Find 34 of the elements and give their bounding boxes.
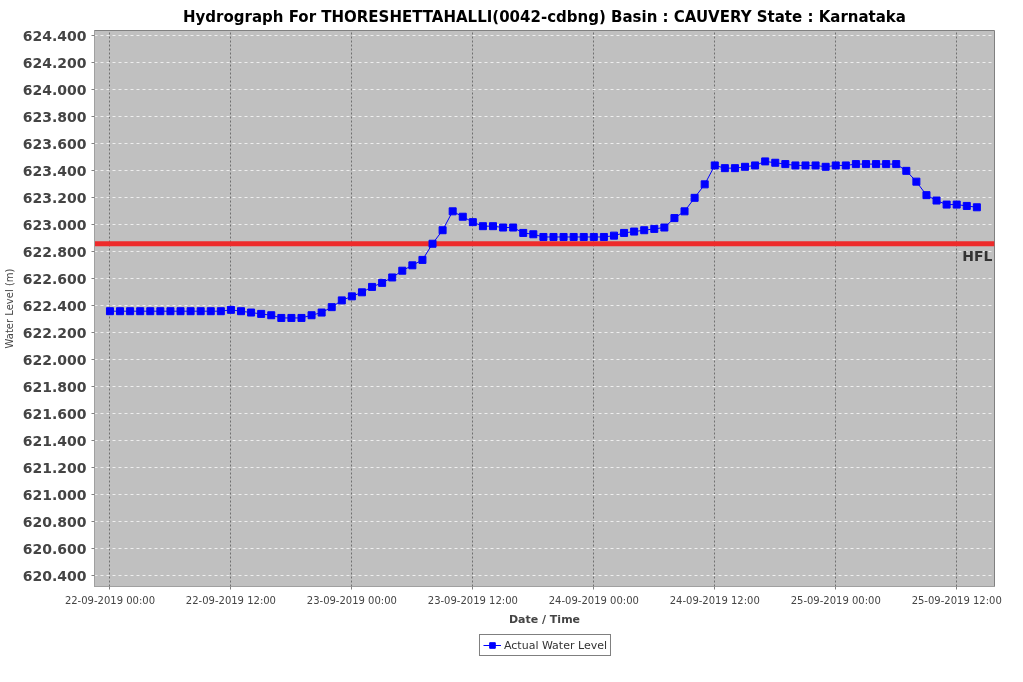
y-tick-label: 622.400	[22, 297, 87, 314]
y-axis-title: Water Level (m)	[3, 268, 15, 349]
y-tick-label: 621.000	[22, 486, 87, 503]
y-tick-label: 623.200	[22, 189, 87, 206]
y-tick-label: 623.600	[22, 135, 87, 152]
x-tick-label: 23-09-2019 12:00	[427, 594, 518, 606]
x-axis-title: Date / Time	[508, 612, 581, 626]
y-tick-label: 624.200	[22, 54, 87, 71]
y-tick-label: 622.200	[22, 324, 87, 341]
legend-label: Actual Water Level	[503, 638, 608, 652]
x-tick-label: 25-09-2019 00:00	[790, 594, 881, 606]
y-tick-label: 621.200	[22, 459, 87, 476]
y-tick-label: 623.800	[22, 108, 87, 125]
y-tick-label: 621.800	[22, 378, 87, 395]
x-tick-label: 23-09-2019 00:00	[306, 594, 397, 606]
y-tick-label: 621.600	[22, 405, 87, 422]
y-tick-label: 623.400	[22, 162, 87, 179]
y-tick-label: 624.400	[22, 27, 87, 44]
y-tick-label: 622.000	[22, 351, 87, 368]
y-tick-label: 622.800	[22, 243, 87, 260]
x-tick-label: 25-09-2019 12:00	[911, 594, 1002, 606]
x-tick-label: 24-09-2019 00:00	[548, 594, 639, 606]
x-tick-label: 22-09-2019 00:00	[64, 594, 156, 606]
y-tick-label: 620.800	[22, 513, 87, 530]
x-tick-label: 24-09-2019 12:00	[669, 594, 760, 606]
y-tick-label: 621.400	[22, 432, 87, 449]
ref-line-label: HFL	[962, 247, 993, 264]
chart-title: Hydrograph For THORESHETTAHALLI(0042-cdbng) Basin : CAUVERY State : Karnataka	[183, 7, 906, 26]
y-tick-label: 623.000	[22, 216, 87, 233]
y-tick-label: 620.600	[22, 540, 87, 557]
y-tick-label: 624.000	[22, 81, 87, 98]
y-tick-label: 620.400	[22, 567, 87, 584]
y-tick-label: 622.600	[22, 270, 87, 287]
x-tick-label: 22-09-2019 12:00	[185, 594, 276, 606]
